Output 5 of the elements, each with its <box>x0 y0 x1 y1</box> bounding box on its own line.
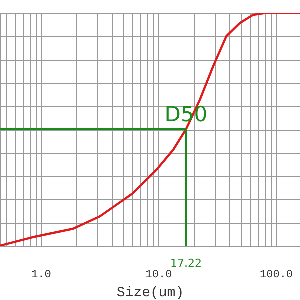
ref-line-label: 17.22 <box>170 257 202 270</box>
x-axis-title: Size(um) <box>116 286 184 300</box>
x-tick-label: 100.0 <box>260 270 294 282</box>
x-tick-label: 10.0 <box>146 270 172 282</box>
x-tick-label: 1.0 <box>32 270 52 282</box>
